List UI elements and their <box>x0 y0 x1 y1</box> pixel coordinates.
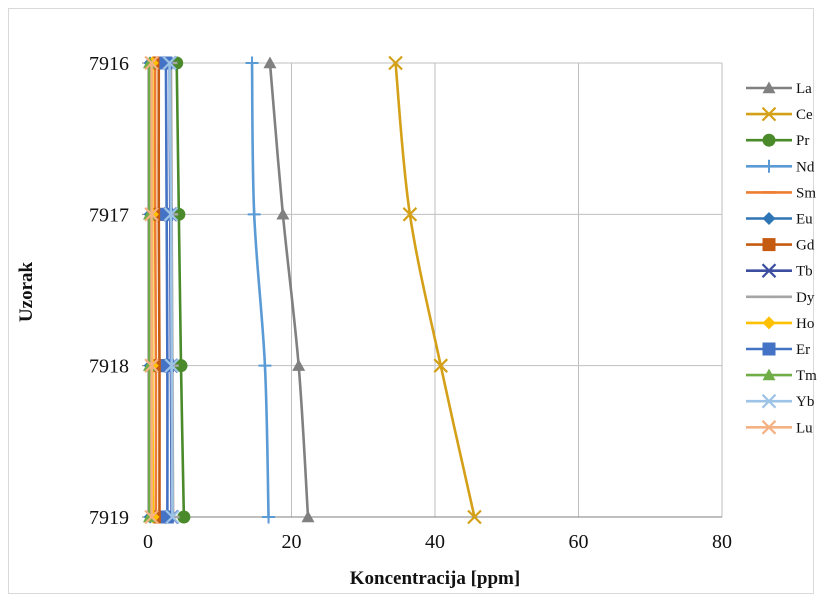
legend-marker-tb <box>761 263 777 278</box>
series-line-la <box>268 62 310 518</box>
series-line-nd <box>250 62 270 518</box>
legend-marker-pr <box>762 133 776 147</box>
legend-item-tb: Tb <box>746 263 813 280</box>
legend-marker-la <box>762 81 776 94</box>
series-lu <box>144 55 159 525</box>
point-lu-7918 <box>144 358 159 373</box>
legend: La Ce Pr Nd Sm Eu Gd Tb Dy Ho Er Tm Yb Lu <box>746 81 817 436</box>
point-ce-7919 <box>467 509 482 525</box>
series-la <box>263 56 315 523</box>
legend-label-ce: Ce <box>796 107 813 123</box>
point-lu-7919 <box>144 509 159 525</box>
series-line-gd <box>157 62 161 518</box>
series-line-yb <box>168 62 174 518</box>
point-la-7917 <box>276 207 290 220</box>
point-nd-7919 <box>262 510 276 524</box>
legend-label-gd: Gd <box>796 238 815 254</box>
series-group <box>142 55 482 525</box>
point-pr-7919 <box>177 510 191 524</box>
series-line-pr <box>175 62 186 518</box>
legend-item-la: La <box>746 81 812 97</box>
legend-label-lu: Lu <box>796 420 813 436</box>
legend-marker-lu <box>761 420 777 435</box>
legend-label-yb: Yb <box>796 394 814 410</box>
legend-label-dy: Dy <box>796 290 815 306</box>
x-tick-labels: 0 20 40 60 80 <box>143 531 732 553</box>
x-tick-label-1: 20 <box>282 531 302 553</box>
legend-marker-nd <box>762 159 776 173</box>
legend-marker-ce <box>761 106 777 122</box>
legend-item-pr: Pr <box>746 133 809 149</box>
point-ce-7917 <box>402 207 418 222</box>
y-tick-label-2: 7918 <box>89 356 129 378</box>
legend-item-yb: Yb <box>746 393 814 410</box>
point-la-7918 <box>292 359 306 371</box>
legend-marker-tm <box>762 368 776 381</box>
legend-item-ho: Ho <box>746 316 814 332</box>
point-nd-7918 <box>258 359 272 373</box>
legend-label-er: Er <box>796 342 810 358</box>
x-tick-label-2: 40 <box>425 531 445 553</box>
x-tick-label-3: 60 <box>569 531 589 553</box>
legend-marker-eu <box>762 212 776 225</box>
legend-item-er: Er <box>746 342 810 358</box>
legend-item-dy: Dy <box>746 290 815 306</box>
point-la-7919 <box>301 510 315 523</box>
legend-marker-yb <box>761 393 777 409</box>
point-yb-7917 <box>163 207 179 222</box>
legend-marker-gd <box>762 238 776 252</box>
y-tick-label-3: 7919 <box>89 507 129 529</box>
point-pr-7918 <box>174 359 188 373</box>
series-line-ce <box>394 62 476 518</box>
series-line-er <box>164 62 169 518</box>
series-yb <box>162 55 180 525</box>
y-tick-label-0: 7916 <box>89 53 129 75</box>
legend-label-sm: Sm <box>796 185 816 201</box>
series-nd <box>245 56 276 524</box>
point-lu-7916 <box>144 55 159 71</box>
x-axis-title: Koncentracija [ppm] <box>350 568 520 589</box>
legend-item-gd: Gd <box>746 238 815 254</box>
legend-label-pr: Pr <box>796 133 809 149</box>
x-tick-label-0: 0 <box>143 531 153 553</box>
legend-label-la: La <box>796 81 812 97</box>
legend-item-sm: Sm <box>746 185 816 201</box>
point-yb-7919 <box>165 509 180 525</box>
point-lu-7917 <box>144 207 159 222</box>
point-yb-7916 <box>162 55 177 71</box>
x-tick-label-4: 80 <box>712 531 732 553</box>
legend-item-eu: Eu <box>746 212 813 228</box>
point-nd-7917 <box>247 207 261 221</box>
point-la-7916 <box>263 56 277 69</box>
point-nd-7916 <box>245 56 259 70</box>
legend-item-ce: Ce <box>746 106 813 123</box>
legend-label-tb: Tb <box>796 264 813 280</box>
legend-label-eu: Eu <box>796 212 813 228</box>
legend-label-ho: Ho <box>796 316 814 332</box>
legend-marker-er <box>762 342 776 356</box>
legend-label-nd: Nd <box>796 159 815 175</box>
y-tick-label-1: 7917 <box>89 204 129 226</box>
y-tick-labels: 7916 7917 7918 7919 <box>89 53 129 529</box>
y-axis-title: Uzorak <box>16 261 37 322</box>
legend-item-tm: Tm <box>746 368 817 384</box>
legend-marker-ho <box>762 316 776 330</box>
gridlines <box>147 62 723 518</box>
legend-label-tm: Tm <box>796 368 817 384</box>
legend-item-nd: Nd <box>746 159 815 175</box>
point-ce-7918 <box>433 358 449 373</box>
series-line-sm <box>153 62 158 518</box>
series-ce <box>388 55 482 525</box>
point-ce-7916 <box>388 55 403 71</box>
point-yb-7918 <box>164 358 179 373</box>
legend-item-lu: Lu <box>746 420 813 436</box>
